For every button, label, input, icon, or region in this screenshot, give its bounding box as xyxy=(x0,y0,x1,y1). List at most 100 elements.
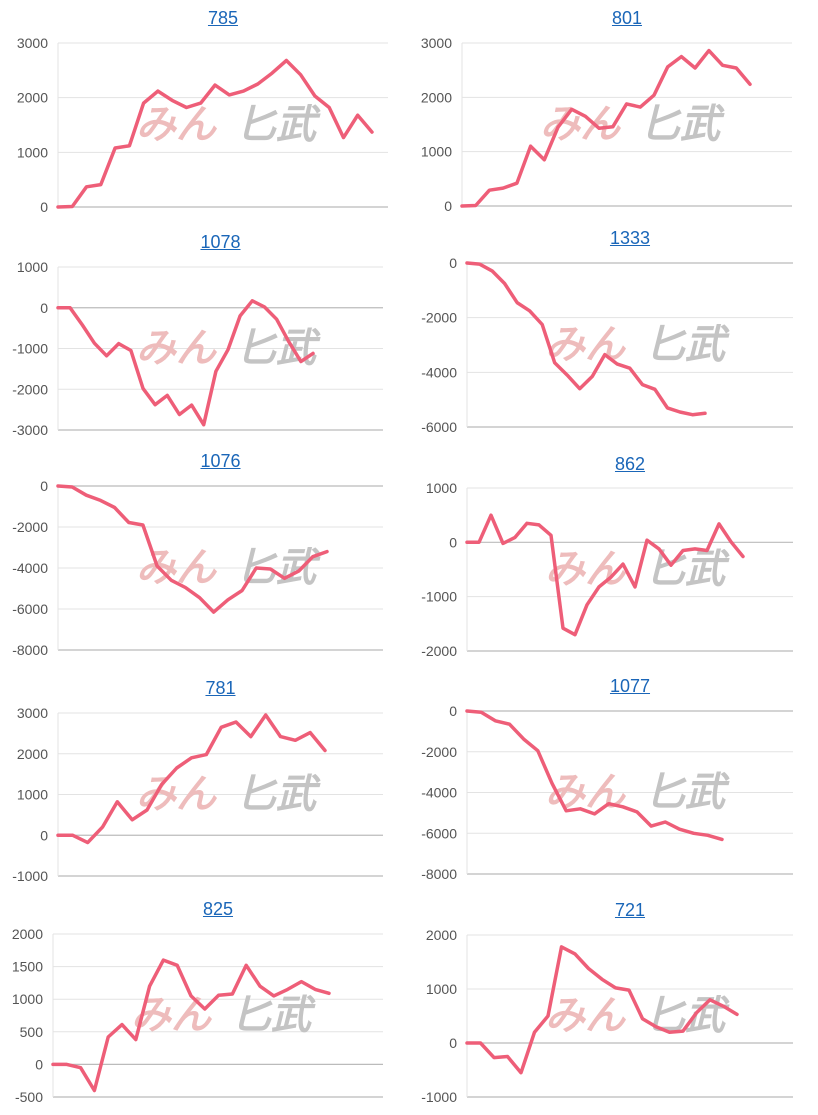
y-tick-label: 0 xyxy=(40,478,48,494)
chart-title-link[interactable]: 721 xyxy=(614,900,646,920)
chart-title-link[interactable]: 1333 xyxy=(609,228,651,248)
y-tick-label: 1000 xyxy=(17,787,48,803)
watermark-right: 匕武 xyxy=(645,770,730,816)
series-line xyxy=(56,58,374,209)
chart-title-link[interactable]: 1076 xyxy=(200,451,241,471)
y-tick-label: -6000 xyxy=(421,419,457,435)
y-tick-label: 0 xyxy=(40,300,48,316)
y-tick-label: 1000 xyxy=(12,991,43,1007)
chart-title-link[interactable]: 1077 xyxy=(609,676,651,696)
y-tick-label: -4000 xyxy=(421,785,457,801)
y-tick-label: -8000 xyxy=(12,642,48,658)
y-tick-label: 0 xyxy=(444,198,452,214)
y-tick-label: 0 xyxy=(40,199,48,215)
y-tick-label: 2000 xyxy=(12,926,43,942)
y-tick-label: -1000 xyxy=(421,1089,457,1105)
y-tick-label: 0 xyxy=(35,1056,43,1072)
y-tick-label: -6000 xyxy=(12,601,48,617)
series-line xyxy=(465,709,724,842)
y-tick-label: -1000 xyxy=(12,341,48,357)
watermark-left: みん xyxy=(136,772,218,818)
y-tick-label: 500 xyxy=(20,1024,44,1040)
chart-title-link[interactable]: 801 xyxy=(611,8,643,28)
y-tick-label: 1000 xyxy=(17,259,48,275)
watermark-right: 匕武 xyxy=(645,547,730,593)
y-tick-label: -1000 xyxy=(12,868,48,884)
y-tick-label: 1000 xyxy=(421,144,452,160)
y-tick-label: 3000 xyxy=(421,35,452,51)
y-tick-label: 2000 xyxy=(17,90,48,106)
watermark-left: みん xyxy=(136,326,218,372)
series-line xyxy=(460,48,752,208)
watermark-right: 匕武 xyxy=(640,102,725,148)
watermark-right: 匕武 xyxy=(236,545,321,591)
series-line xyxy=(56,713,327,845)
y-tick-label: 2000 xyxy=(421,89,452,105)
chart-title-link[interactable]: 1078 xyxy=(200,232,241,252)
y-tick-label: -2000 xyxy=(421,310,457,326)
y-tick-label: -2000 xyxy=(421,744,457,760)
y-tick-label: -500 xyxy=(15,1089,43,1105)
chart-title-link[interactable]: 781 xyxy=(205,678,236,698)
y-tick-label: -1000 xyxy=(421,589,457,605)
chart-title-link[interactable]: 862 xyxy=(614,454,646,474)
y-tick-label: 3000 xyxy=(17,705,48,721)
chart-title-link[interactable]: 785 xyxy=(207,8,239,28)
y-tick-label: -8000 xyxy=(421,866,457,882)
y-tick-label: -4000 xyxy=(12,560,48,576)
y-tick-label: 1500 xyxy=(12,959,43,975)
chart-title-link[interactable]: 825 xyxy=(202,899,234,919)
y-tick-label: -2000 xyxy=(12,519,48,535)
y-tick-label: 2000 xyxy=(426,927,457,943)
series-line xyxy=(465,945,739,1075)
series-line xyxy=(465,513,745,637)
watermark-right: 匕武 xyxy=(236,772,321,818)
y-tick-label: -2000 xyxy=(12,381,48,397)
y-tick-label: 1000 xyxy=(426,981,457,997)
y-tick-label: 1000 xyxy=(17,144,48,160)
y-tick-label: -2000 xyxy=(421,643,457,659)
watermark-left: みん xyxy=(136,102,218,148)
y-tick-label: 0 xyxy=(449,255,457,271)
y-tick-label: -6000 xyxy=(421,825,457,841)
series-line xyxy=(51,958,331,1093)
series-line xyxy=(56,484,329,614)
y-tick-label: 1000 xyxy=(426,480,457,496)
watermark-left: みん xyxy=(545,993,627,1039)
watermark-right: 匕武 xyxy=(236,326,321,372)
y-tick-label: -3000 xyxy=(12,422,48,438)
watermark-right: 匕武 xyxy=(231,993,316,1039)
y-tick-label: 0 xyxy=(449,534,457,550)
series-line xyxy=(56,299,315,427)
y-tick-label: 3000 xyxy=(17,35,48,51)
watermark-right: 匕武 xyxy=(645,993,730,1039)
y-tick-label: 0 xyxy=(449,703,457,719)
watermark-right: 匕武 xyxy=(236,102,321,148)
y-tick-label: -4000 xyxy=(421,364,457,380)
y-tick-label: 2000 xyxy=(17,746,48,762)
y-tick-label: 0 xyxy=(449,1035,457,1051)
y-tick-label: 0 xyxy=(40,827,48,843)
series-line xyxy=(465,261,707,417)
